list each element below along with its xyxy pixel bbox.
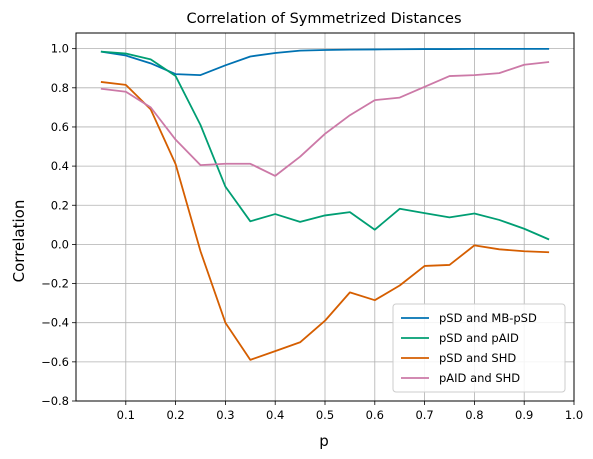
y-tick-label: 0.2	[51, 198, 69, 212]
series-lines	[100, 47, 550, 361]
y-axis-label: Correlation	[10, 200, 28, 283]
legend-box	[392, 303, 566, 393]
y-tick-label: 0.4	[51, 159, 69, 173]
x-axis-label: p	[319, 432, 329, 450]
x-tick-label: 0.2	[166, 408, 184, 422]
legend-entry: pSD and pAID	[439, 331, 519, 345]
x-tick-label: 0.9	[515, 408, 533, 422]
x-tick-label: 0.6	[366, 408, 384, 422]
chart-title: Correlation of Symmetrized Distances	[186, 11, 461, 27]
x-tick-label: 0.3	[216, 408, 234, 422]
x-tick-label: 1.0	[565, 408, 583, 422]
series-line-2	[100, 50, 550, 241]
series-line-1	[100, 47, 550, 76]
y-tick-label: −0.2	[41, 277, 69, 291]
series-line-4	[100, 61, 550, 177]
x-tick-label: 0.5	[316, 408, 334, 422]
legend-entry: pAID and SHD	[439, 371, 520, 385]
x-tick-label: 0.7	[415, 408, 433, 422]
legend-entry: pSD and SHD	[439, 351, 516, 365]
x-tick-label: 0.1	[117, 408, 135, 422]
y-tick-label: 0.6	[51, 120, 69, 134]
y-tick-label: −0.4	[41, 316, 69, 330]
y-tick-label: 1.0	[51, 42, 69, 56]
legend-entry: pSD and MB-pSD	[439, 311, 537, 325]
x-tick-label: 0.8	[465, 408, 483, 422]
y-tick-label: −0.6	[41, 355, 69, 369]
y-tick-label: 0.8	[51, 81, 69, 95]
y-tick-label: −0.8	[41, 394, 69, 408]
y-axis-ticks: −0.8 −0.6 −0.4 −0.2 0.0 0.2 0.4 0.6 0.8 1.0	[41, 42, 76, 408]
x-axis-ticks: 0.1 0.2 0.3 0.4 0.5 0.6 0.7 0.8 0.9 1.0	[117, 401, 583, 422]
series-line-3	[100, 81, 550, 361]
x-tick-label: 0.4	[266, 408, 284, 422]
y-tick-label: 0.0	[51, 237, 69, 251]
legend: pSD and MB-pSD pSD and pAID pSD and SHD pAI…	[392, 303, 566, 393]
